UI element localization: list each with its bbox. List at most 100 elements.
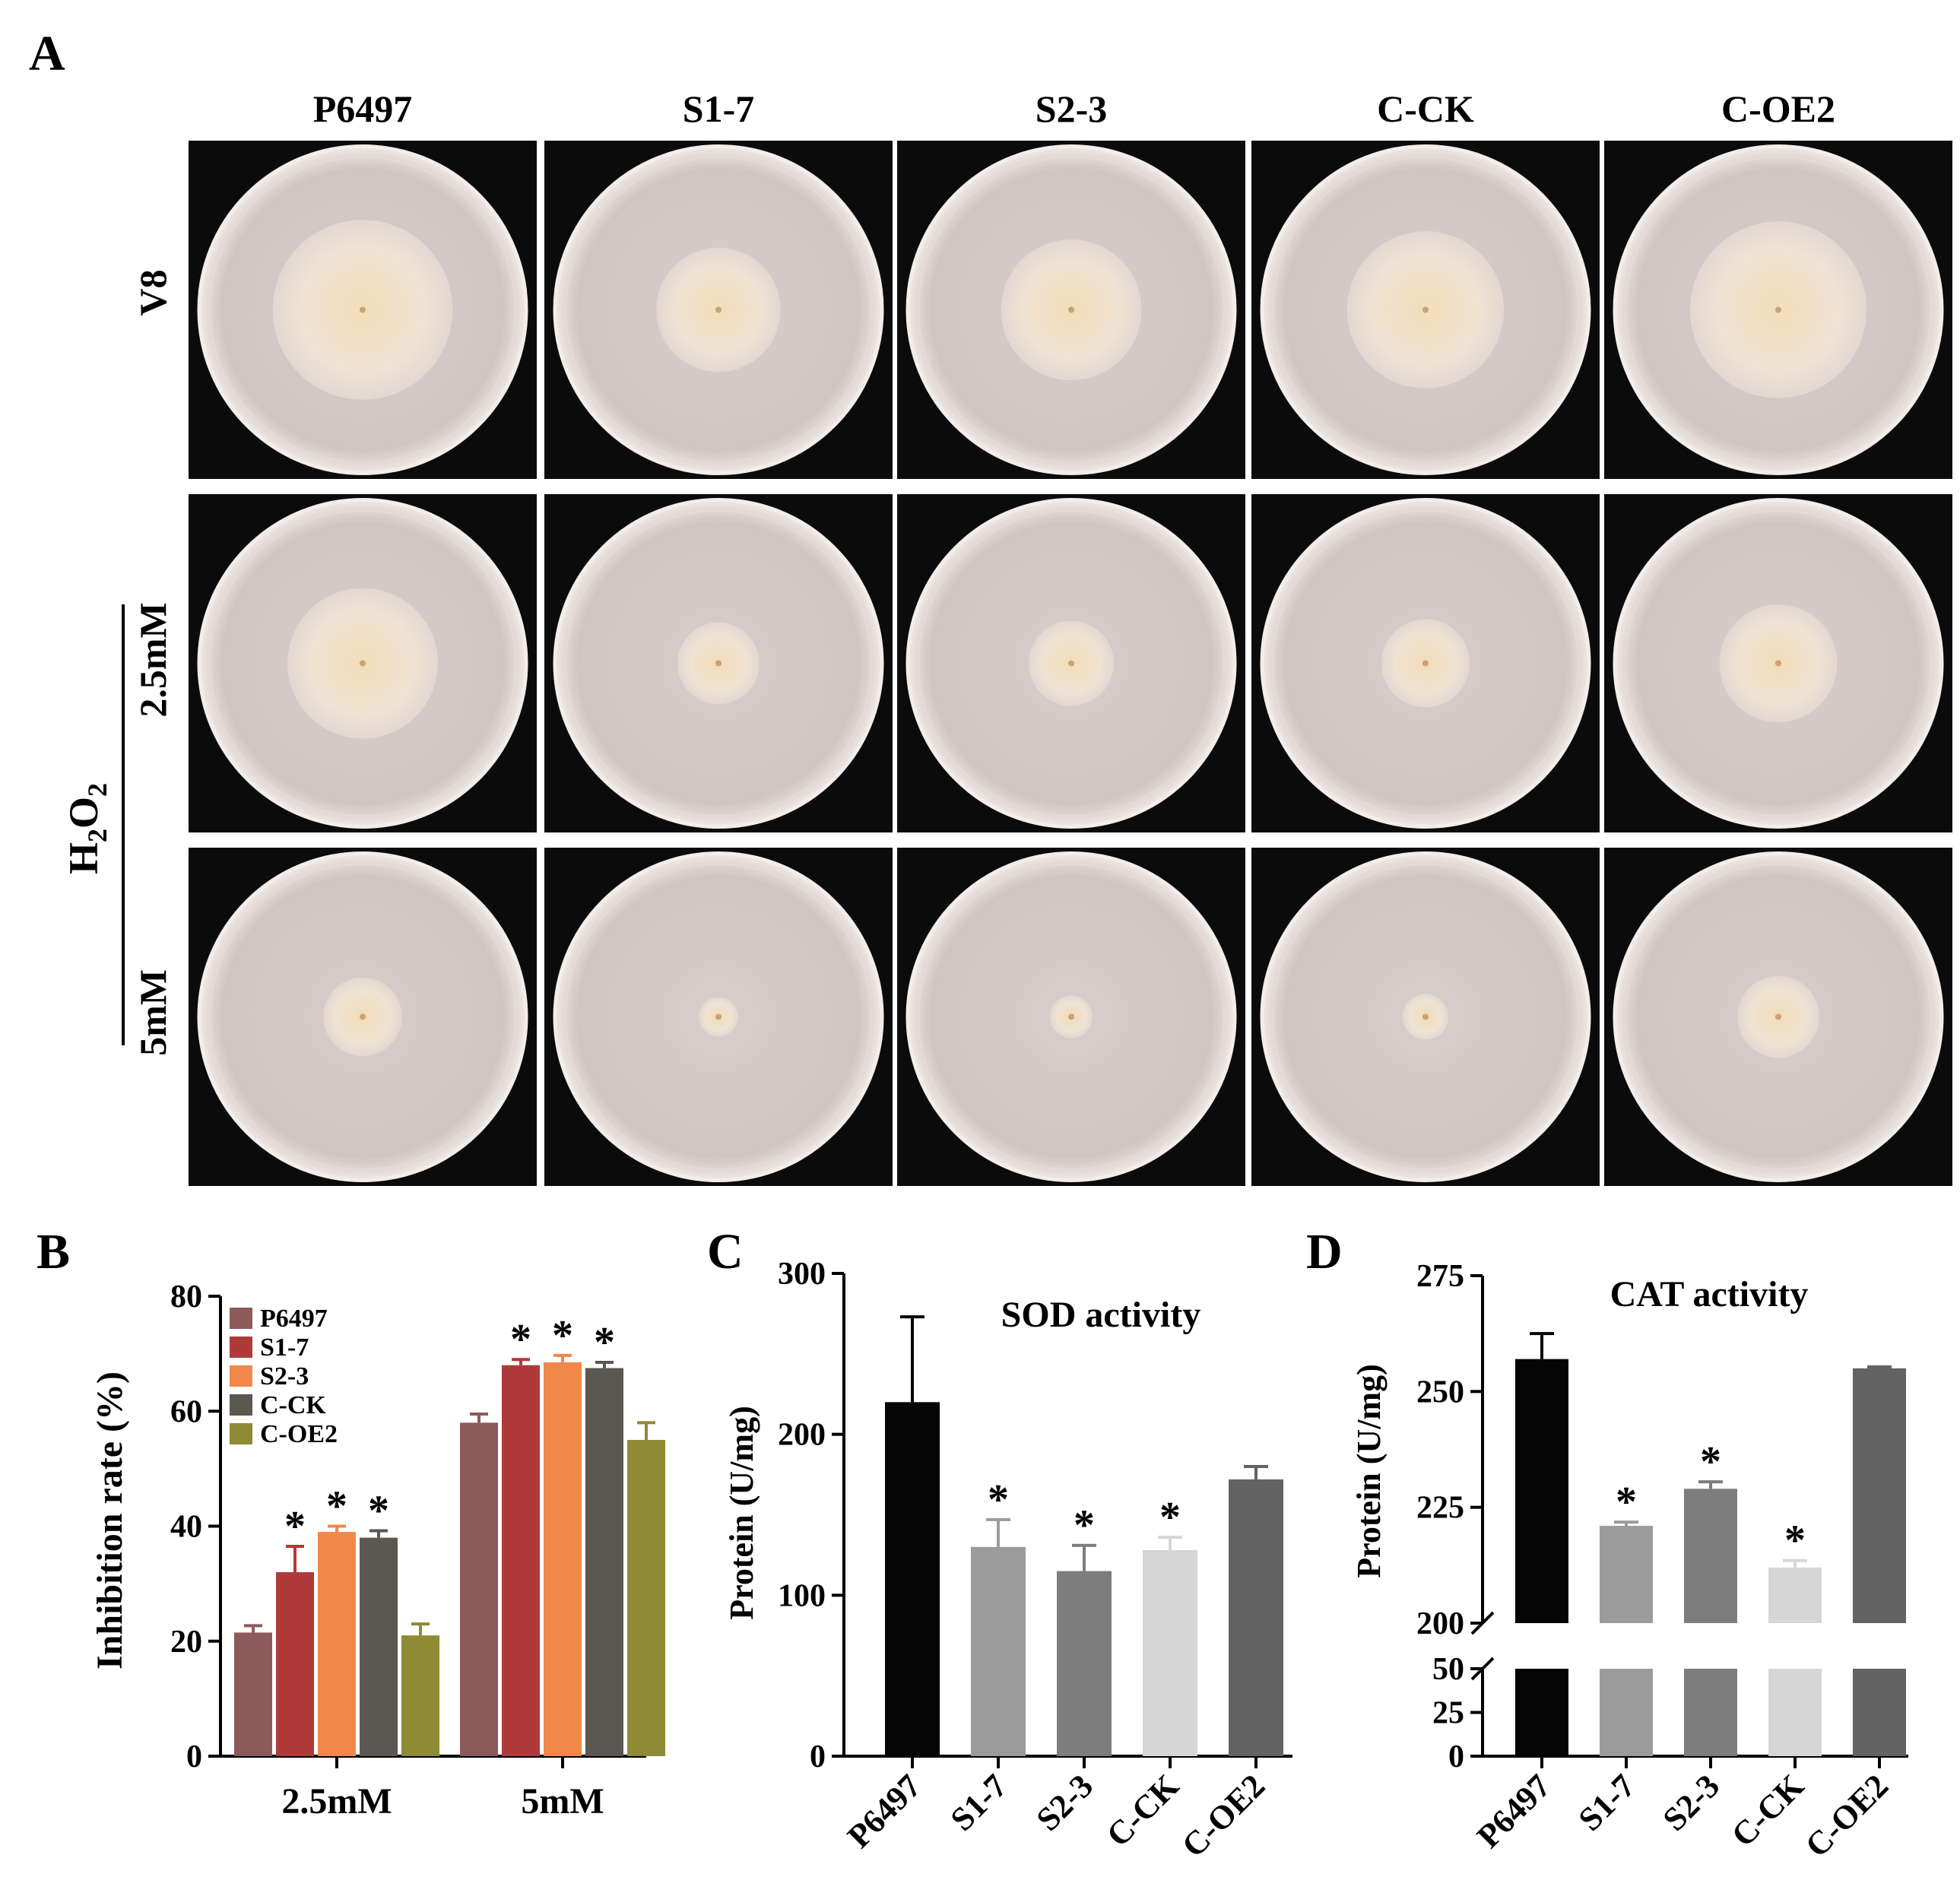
plate-5mm-s1-7 <box>544 848 893 1186</box>
chart-d-upper-y-tick-label: 250 <box>1416 1375 1464 1409</box>
bar-upper-s1-7 <box>1600 1526 1653 1623</box>
bar-lower-s1-7 <box>1600 1669 1653 1756</box>
legend-swatch-p6497 <box>230 1308 252 1329</box>
axis-break-mark <box>1470 1611 1495 1635</box>
significance-mark: * <box>284 1503 306 1550</box>
inoculation-point <box>1422 306 1429 313</box>
petri-dish-inner-rim <box>1271 156 1580 464</box>
inoculation-point <box>360 1013 366 1020</box>
bar-c-ck-5mm <box>585 1368 623 1756</box>
bar-lower-s2-3 <box>1684 1669 1737 1756</box>
significance-mark: * <box>1616 1479 1637 1526</box>
chart-b-x-label-5mm: 5mM <box>521 1781 604 1822</box>
chart-c-title: SOD activity <box>1001 1295 1201 1335</box>
inoculation-point <box>1422 1013 1429 1020</box>
chart-b-y-tick-label: 0 <box>186 1739 202 1774</box>
chart-d-lower-y-tick-label: 0 <box>1448 1739 1464 1774</box>
inoculation-point <box>1775 660 1781 667</box>
column-label-s1-7: S1-7 <box>683 87 754 130</box>
bar-s1-7-5mm <box>502 1365 540 1756</box>
chart-d-x-label-s2-3: S2-3 <box>1656 1767 1727 1838</box>
plate-5mm-p6497 <box>189 848 537 1186</box>
bar-upper-s2-3 <box>1684 1489 1737 1623</box>
significance-mark: * <box>368 1488 389 1535</box>
chart-c-x-label-c-ck: C-CK <box>1099 1767 1186 1853</box>
row-label-2-5mm: 2.5mM <box>132 602 174 717</box>
column-headers: P6497 S1-7 S2-3 C-CK C-OE2 <box>313 87 1835 130</box>
legend-label-c-ck: C-CK <box>260 1391 326 1419</box>
chart-d-upper-y-tick-label: 275 <box>1416 1259 1464 1294</box>
significance-mark: * <box>1074 1502 1095 1549</box>
chart-b-y-tick-label: 80 <box>170 1279 202 1314</box>
petri-dish-inner-rim <box>1624 863 1933 1171</box>
bar-c-oe2 <box>1229 1479 1283 1756</box>
inoculation-point <box>1068 660 1074 667</box>
bar-s2-3-2-5mm <box>318 1532 356 1756</box>
bar-lower-p6497 <box>1515 1669 1568 1756</box>
chart-d: 200 225 250 275 0 25 50 Protein (U/mg) CAT activ… <box>1350 1259 1908 1864</box>
bar-s1-7-2-5mm <box>276 1572 314 1756</box>
bar-p6497-2-5mm <box>234 1632 272 1756</box>
inoculation-point <box>715 306 722 313</box>
inoculation-point <box>1068 306 1074 313</box>
h2o2-label: H2O2 <box>61 783 113 874</box>
legend-label-s1-7: S1-7 <box>260 1333 309 1362</box>
chart-c-y-tick-label: 100 <box>778 1578 826 1613</box>
chart-b-y-label: Inhibition rate (%) <box>90 1371 130 1669</box>
legend-swatch-s1-7 <box>230 1337 252 1358</box>
bar-upper-p6497 <box>1515 1359 1568 1623</box>
petri-dish-inner-rim <box>917 863 1226 1171</box>
petri-dish-inner-rim <box>1271 863 1580 1171</box>
plate-v8-s2-3 <box>897 141 1245 479</box>
legend-swatch-c-oe2 <box>230 1423 252 1444</box>
significance-mark: * <box>1159 1494 1181 1541</box>
significance-mark: * <box>552 1312 573 1359</box>
inoculation-point <box>715 660 722 667</box>
chart-c-y-tick-label: 300 <box>778 1257 826 1292</box>
plate-2-5mm-c-ck <box>1251 494 1600 832</box>
bar-p6497 <box>885 1402 940 1756</box>
plate-5mm-s2-3 <box>897 848 1245 1186</box>
panel-d-label: D <box>1306 1224 1343 1279</box>
legend-swatch-c-ck <box>230 1394 252 1416</box>
significance-mark: * <box>988 1476 1009 1524</box>
plate-5mm-c-oe2 <box>1604 848 1952 1186</box>
chart-c: 0 100 200 300 Protein (U/mg) SOD activity P649… <box>723 1257 1292 1864</box>
chart-b-x-label-2-5mm: 2.5mM <box>281 1781 392 1822</box>
plate-v8-s1-7 <box>544 141 893 479</box>
bar-lower-c-oe2 <box>1853 1669 1906 1756</box>
chart-d-y-label: Protein (U/mg) <box>1350 1364 1388 1578</box>
panel-d: D 200 225 250 275 0 25 50 Protein (U/mg) CAT act… <box>1306 1224 1908 1864</box>
plate-v8-c-oe2 <box>1604 141 1952 479</box>
bar-c-ck-2-5mm <box>360 1537 398 1756</box>
panel-c: C 0 100 200 300 Protein (U/mg) SOD activity P6… <box>707 1224 1292 1864</box>
bar-s2-3 <box>1057 1571 1112 1756</box>
bar-s2-3-5mm <box>544 1362 582 1756</box>
plate-2-5mm-s2-3 <box>897 494 1245 832</box>
bar-lower-c-ck <box>1768 1669 1822 1756</box>
axis-break-mark <box>1470 1657 1495 1681</box>
inoculation-point <box>360 660 366 667</box>
bar-c-ck <box>1143 1550 1197 1756</box>
chart-b-y-tick-label: 60 <box>170 1394 202 1429</box>
plate-v8-c-ck <box>1251 141 1600 479</box>
inoculation-point <box>1775 306 1781 313</box>
chart-d-upper-y-tick-label: 200 <box>1416 1606 1464 1641</box>
legend-label-c-oe2: C-OE2 <box>260 1420 338 1448</box>
petri-dish-inner-rim <box>208 863 517 1171</box>
bar-c-oe2-2-5mm <box>401 1635 439 1756</box>
chart-d-lower-y-tick-label: 50 <box>1432 1652 1464 1687</box>
petri-dish-inner-rim <box>564 509 873 817</box>
chart-d-title: CAT activity <box>1610 1274 1809 1314</box>
significance-mark: * <box>594 1319 615 1366</box>
significance-mark: * <box>510 1316 531 1363</box>
plate-grid <box>189 141 1952 1186</box>
inoculation-point <box>360 306 366 313</box>
inoculation-point <box>1068 1013 1074 1020</box>
column-label-c-ck: C-CK <box>1377 87 1474 130</box>
row-label-5mm: 5mM <box>132 969 174 1056</box>
chart-b-y-tick-label: 20 <box>170 1625 202 1660</box>
inoculation-point <box>1775 1013 1781 1020</box>
bar-s1-7 <box>971 1546 1026 1756</box>
